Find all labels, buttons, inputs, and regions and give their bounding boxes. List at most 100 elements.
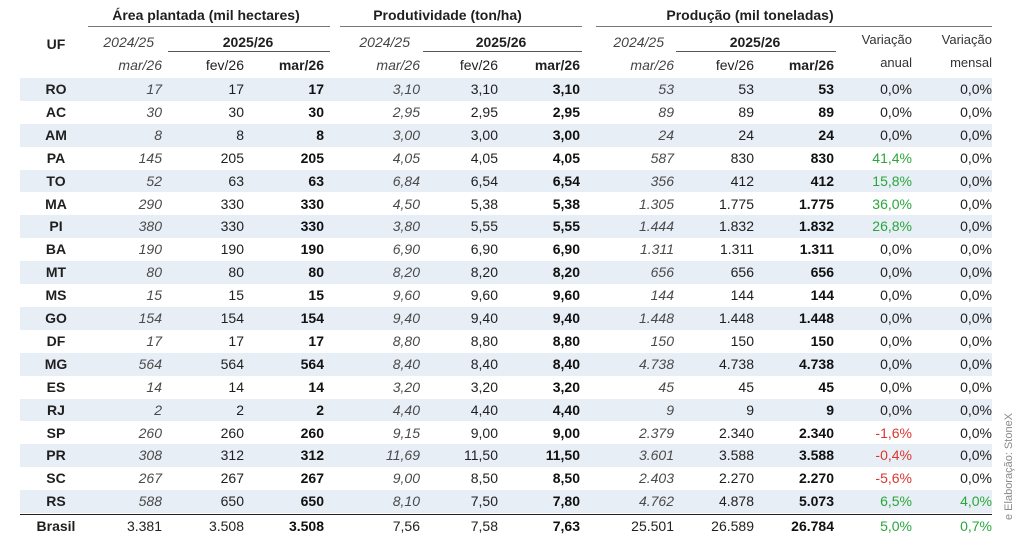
cell-pmar: 4,05 [552, 149, 580, 166]
cell-a24: 290 [138, 195, 162, 212]
cell-pfev: 9,00 [470, 424, 498, 441]
cell-q24: 1.311 [640, 241, 674, 258]
cell-amar: 17 [308, 81, 324, 97]
prod-year-prev: 2024/25 [359, 34, 410, 50]
cell-a24: 380 [138, 218, 162, 235]
cell-q24: 9 [666, 401, 674, 418]
cell-afev: 312 [220, 447, 244, 464]
table-row: AC 30 30 30 2,95 2,95 2,95 89 89 89 0,0% 0,0% [20, 101, 992, 124]
table-row: BA 190 190 190 6,90 6,90 6,90 1.311 1.311 1.311 0,… [20, 238, 992, 261]
cell-pfev: 9,60 [470, 287, 498, 304]
cell-va: 26,8% [872, 218, 912, 235]
cell-uf: MA [45, 195, 67, 212]
cell-a24: 2 [154, 401, 162, 418]
cell-amar: 63 [308, 172, 324, 189]
cell-va: -1,6% [875, 424, 912, 441]
cell-p24: 11,69 [386, 447, 420, 464]
cell-qmar: 2.340 [798, 424, 834, 441]
cell-p24: 8,10 [392, 493, 420, 510]
producao-month-mar: mar/26 [788, 57, 834, 73]
cell-p24: 8,80 [392, 332, 420, 349]
cell-p24: 3,80 [392, 218, 420, 235]
cell-vm: 0,0% [960, 218, 992, 235]
cell-uf: GO [45, 310, 67, 326]
cell-afev: 63 [228, 172, 244, 189]
table-row: MG 564 564 564 8,40 8,40 8,40 4.738 4.738 4.738 0,… [20, 352, 992, 376]
cell-vm: 0,0% [960, 401, 992, 418]
cell-va: 0,0% [880, 378, 912, 395]
prod-year-rule [423, 51, 582, 52]
cell-amar: 312 [300, 447, 324, 464]
cell-pmar: 3,20 [552, 378, 580, 395]
cell-vm: 0,0% [960, 424, 992, 441]
cell-vm: 0,0% [960, 355, 992, 372]
cell-uf: ES [46, 378, 66, 395]
cell-va: 41,4% [872, 149, 912, 166]
cell-qmar: 5.073 [798, 493, 834, 510]
cell-afev: 14 [228, 378, 244, 395]
cell-p24: 3,10 [392, 81, 420, 97]
total-cell-pfev: 7,58 [470, 518, 498, 535]
cell-qmar: 9 [826, 401, 834, 418]
cell-pfev: 3,10 [470, 81, 498, 97]
cell-qfev: 4.738 [718, 355, 754, 372]
cell-afev: 564 [220, 355, 244, 372]
cell-amar: 14 [308, 378, 324, 395]
cell-amar: 8 [316, 126, 324, 143]
cell-p24: 3,00 [392, 126, 420, 143]
table-row: RJ 2 2 2 4,40 4,40 4,40 9 9 9 0,0% 0,0% [20, 398, 992, 422]
cell-p24: 4,50 [392, 195, 420, 212]
cell-va: 36,0% [872, 195, 912, 212]
cell-uf: SC [46, 470, 66, 487]
cell-q24: 144 [650, 287, 674, 304]
cell-va: 0,0% [880, 401, 912, 418]
cell-uf: DF [46, 332, 66, 349]
cell-amar: 80 [308, 264, 324, 281]
cell-qmar: 144 [810, 287, 834, 304]
cell-va: 0,0% [880, 81, 912, 97]
cell-vm: 0,0% [960, 310, 992, 326]
cell-qmar: 412 [810, 172, 834, 189]
cell-qfev: 9 [746, 401, 754, 418]
cell-qfev: 412 [730, 172, 754, 189]
cell-pmar: 5,38 [552, 195, 580, 212]
total-cell-vm: 0,7% [960, 518, 992, 535]
cell-uf: SP [46, 424, 66, 441]
table-row: TO 52 63 63 6,84 6,54 6,54 356 412 412 15,8% 0,0% [20, 169, 992, 193]
cell-vm: 0,0% [960, 126, 992, 143]
cell-qfev: 144 [730, 287, 754, 304]
cell-afev: 190 [220, 241, 244, 258]
cell-qfev: 150 [730, 332, 754, 349]
cell-qmar: 3.588 [798, 447, 834, 464]
cell-afev: 330 [220, 218, 244, 235]
cell-pfev: 5,55 [470, 218, 498, 235]
area-month-prev: mar/26 [118, 57, 162, 73]
cell-afev: 267 [220, 470, 244, 487]
cell-pfev: 9,40 [470, 310, 498, 326]
total-cell-uf: Brasil [36, 518, 76, 535]
total-cell-qmar: 26.784 [791, 518, 834, 535]
cell-a24: 190 [138, 241, 162, 258]
cell-qmar: 1.448 [798, 310, 834, 326]
cell-q24: 1.448 [638, 310, 674, 326]
cell-q24: 53 [658, 81, 674, 97]
cell-amar: 30 [308, 103, 324, 120]
cell-uf: MS [45, 287, 67, 304]
cell-a24: 588 [138, 493, 162, 510]
cell-a24: 260 [138, 424, 162, 441]
cell-q24: 89 [658, 103, 674, 120]
cell-a24: 80 [146, 264, 162, 281]
cell-pmar: 6,54 [552, 172, 580, 189]
prod-month-mar: mar/26 [534, 57, 580, 73]
cell-vm: 0,0% [960, 378, 992, 395]
prod-month-prev: mar/26 [376, 57, 420, 73]
cell-p24: 9,15 [392, 424, 420, 441]
cell-amar: 17 [308, 332, 324, 349]
table-row: RS 588 650 650 8,10 7,50 7,80 4.762 4.878 5.073 6,… [20, 490, 992, 514]
cell-pfev: 4,40 [470, 401, 498, 418]
var-mensal-header-1: Variação [941, 32, 992, 47]
table-row: PR 308 312 312 11,69 11,50 11,50 3.601 3.588 3.58… [20, 444, 992, 468]
cell-afev: 205 [220, 149, 244, 166]
cell-afev: 260 [220, 424, 244, 441]
